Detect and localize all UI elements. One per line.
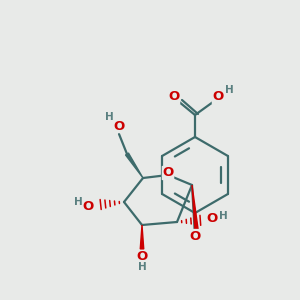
Polygon shape xyxy=(192,185,199,234)
Text: H: H xyxy=(74,197,82,207)
Text: H: H xyxy=(138,262,146,272)
Text: O: O xyxy=(168,91,180,103)
Text: H: H xyxy=(219,211,227,221)
Text: O: O xyxy=(162,167,174,179)
Text: O: O xyxy=(189,230,201,242)
Text: H: H xyxy=(225,85,233,95)
Polygon shape xyxy=(140,225,144,249)
Text: O: O xyxy=(82,200,94,212)
Text: O: O xyxy=(206,212,218,224)
Text: H: H xyxy=(105,112,113,122)
Text: O: O xyxy=(113,119,124,133)
Polygon shape xyxy=(125,153,143,178)
Text: O: O xyxy=(136,250,148,263)
Text: O: O xyxy=(212,91,224,103)
